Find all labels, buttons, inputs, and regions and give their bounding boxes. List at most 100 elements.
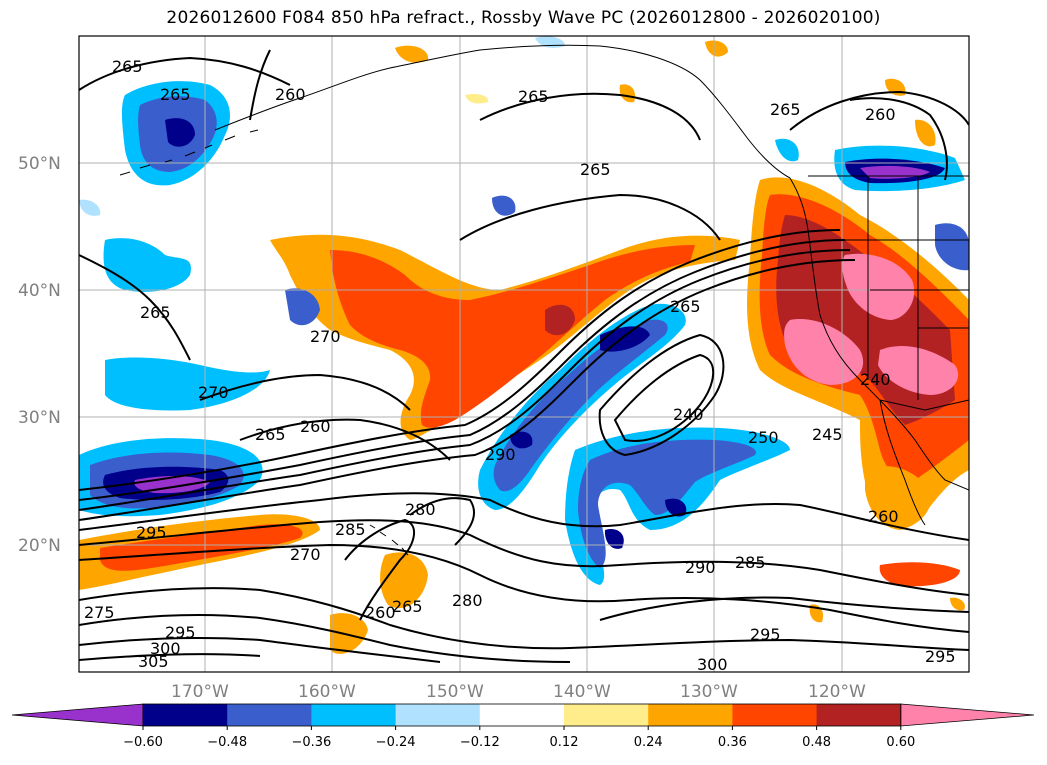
coastlines [119,44,969,556]
mexico-border [879,399,969,411]
positive-anomaly-west-coast-max2 [784,319,864,385]
negative-anomaly-island-2 [492,195,516,216]
positive-anomaly-south-central [330,613,368,654]
contour-line [79,56,291,91]
contour-label: 270 [310,327,341,346]
positive-anomaly-small-4 [915,119,936,147]
positive-anomaly-southwest-band-inner [100,524,303,571]
contour-label: 280 [405,500,436,519]
contour-label: 265 [670,297,701,316]
contour-line [79,492,969,541]
contour-label: 265 [392,597,423,616]
positive-anomaly-small-6 [395,45,429,63]
contour-line [344,518,415,621]
map-frame [78,35,970,673]
colorbar-segment [227,704,312,726]
negative-anomaly-small-3 [775,138,799,162]
colorbar-tick-label: 0.60 [886,735,915,750]
contour-line [199,373,411,411]
contour-line [613,353,715,442]
contour-label: 275 [84,603,115,622]
contour-label: 265 [770,100,801,119]
negative-anomaly-east-edge [935,223,969,271]
colorbar-segment [479,704,565,726]
contour-line [239,418,451,461]
colorbar-tick-label: −0.48 [207,735,247,750]
contour-label: 300 [697,655,728,674]
contour-label: 260 [300,417,331,436]
contour-line [79,636,441,663]
lon-tick-label: 130°W [680,682,738,702]
colorbar-segment [395,704,481,726]
colorbar-tick-label: −0.60 [123,735,163,750]
contour-line [79,254,191,361]
positive-anomaly-small-3 [705,40,728,57]
colorbar-tick-label: −0.24 [376,735,416,750]
hawaii-islands [369,524,409,556]
map-title: 2026012600 F084 850 hPa refract., Rossby… [166,8,881,28]
lat-tick-label: 50°N [18,154,61,174]
contour-label: 260 [865,105,896,124]
contour-line [479,92,701,141]
positive-anomaly-southeast [879,562,960,587]
contour-label: 305 [138,652,169,671]
colorbar-segment [311,704,397,726]
negative-anomaly-west-mid [105,357,270,411]
contour-label: 295 [925,647,956,666]
colorbar-extend-max [900,703,1035,727]
contour-label: 270 [290,545,321,564]
contour-label: 265 [580,160,611,179]
contour-label: 260 [275,85,306,104]
contour-label: 260 [868,507,899,526]
positive-anomaly-baja [865,466,931,530]
alaska-coast [214,44,791,179]
contour-line [79,543,969,633]
contour-line [249,49,271,121]
contour-label: 285 [735,553,766,572]
contour-lines [79,49,969,663]
colorbar-extend-min [11,703,144,727]
contour-line [79,519,969,596]
colorbar-segment [648,704,733,726]
colorbar-segment [732,704,818,726]
lat-tick-label: 30°N [18,408,61,428]
positive-anomaly-central-band-inner [330,245,695,428]
lat-tick-label: 20°N [18,536,61,556]
contour-label: 290 [485,445,516,464]
negative-anomaly-island-1 [285,288,320,326]
colorbar: −0.60 −0.48 −0.36 −0.24 −0.12 0.12 0.24 0.36 0.4… [11,703,1035,750]
negative-anomaly-central-trough-inner [493,319,668,492]
contour-line [598,333,725,457]
contour-label: 250 [748,428,779,447]
negative-anomaly-northwest-core [165,118,195,147]
contour-line [409,497,475,546]
contour-label: 260 [365,603,396,622]
contour-label: 265 [160,85,191,104]
contour-label: 265 [112,57,143,76]
colorbar-segment [816,704,902,726]
colorbar-tick-label: 0.36 [718,735,747,750]
latitude-axis: 50°N 40°N 30°N 20°N [18,154,61,556]
grid-lines [79,36,969,672]
aleutian-islands [119,129,259,176]
lon-tick-label: 170°W [171,682,229,702]
colorbar-tick-label: 0.12 [550,735,579,750]
contour-line [79,587,969,651]
negative-anomaly-southeast-trough-core [665,498,687,517]
colorbar-frame [142,703,902,727]
baja-coast [879,399,926,526]
contour-line [599,596,969,621]
contour-label: 290 [685,558,716,577]
contour-label: 300 [150,639,181,658]
lon-tick-label: 150°W [426,682,484,702]
contour-line [459,193,721,241]
colorbar-tick-label: −0.12 [460,735,500,750]
positive-anomaly-small-1 [465,93,489,104]
colorbar-tick-label: 0.48 [802,735,831,750]
negative-anomaly-small-2 [79,199,101,216]
colorbar-segment [143,704,228,726]
contour-label: 240 [673,405,704,424]
contour-label: 265 [140,303,171,322]
north-america-coast [789,177,969,491]
contour-line [79,259,856,521]
